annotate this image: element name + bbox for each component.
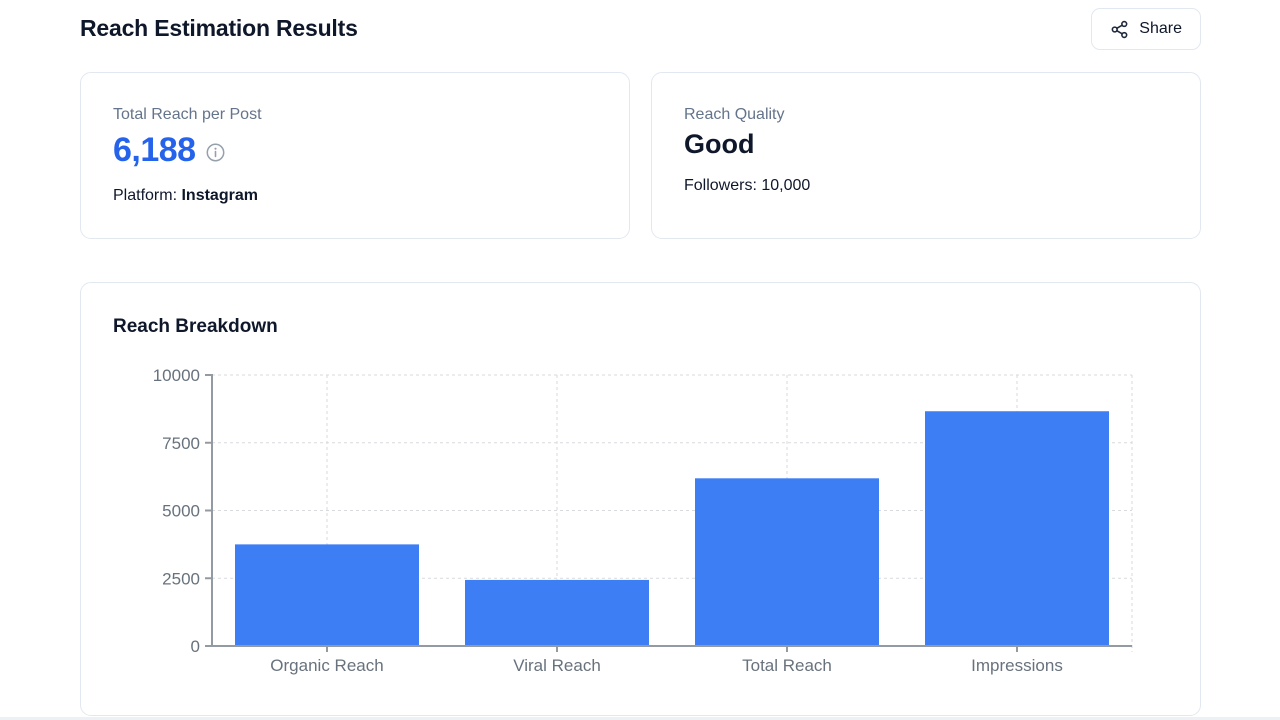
share-button[interactable]: Share xyxy=(1091,8,1201,50)
total-reach-label: Total Reach per Post xyxy=(113,106,262,123)
y-tick-label: 7500 xyxy=(162,434,200,453)
bar-organic-reach[interactable] xyxy=(235,544,419,646)
y-tick-label: 10000 xyxy=(153,366,200,385)
share-button-label: Share xyxy=(1139,20,1182,37)
y-tick-label: 0 xyxy=(191,637,200,656)
bar-viral-reach[interactable] xyxy=(465,579,649,646)
platform-label: Platform: xyxy=(113,187,178,204)
x-category-label: Impressions xyxy=(971,656,1063,675)
x-category-label: Total Reach xyxy=(742,656,832,675)
followers-line: Followers: 10,000 xyxy=(684,177,811,194)
platform-line: Platform: Instagram xyxy=(113,187,597,205)
x-category-label: Organic Reach xyxy=(270,656,383,675)
total-reach-card: Total Reach per Post 6,188 Platform: Ins… xyxy=(80,72,630,239)
total-reach-value: 6,188 xyxy=(113,131,196,169)
platform-value: Instagram xyxy=(181,187,258,204)
y-tick-label: 2500 xyxy=(162,569,200,588)
page-title: Reach Estimation Results xyxy=(80,15,358,41)
share-icon xyxy=(1110,20,1129,39)
reach-breakdown-chart: 0 2500 5000 7500 10000 Organic Reach Viral Rea… xyxy=(153,366,1133,675)
info-icon[interactable] xyxy=(206,143,225,162)
reach-quality-label: Reach Quality xyxy=(684,106,785,123)
x-category-label: Viral Reach xyxy=(513,656,601,675)
reach-quality-card: Reach Quality Good Followers: 10,000 xyxy=(651,72,1201,239)
bar-impressions[interactable] xyxy=(925,411,1109,646)
reach-breakdown-card: Reach Breakdown 0 2500 5000 7500 10000 Organi… xyxy=(80,282,1201,716)
chart-title: Reach Breakdown xyxy=(113,316,278,337)
bar-total-reach[interactable] xyxy=(695,478,879,646)
page-bottom-strip xyxy=(0,717,1280,720)
y-tick-label: 5000 xyxy=(162,502,200,521)
reach-quality-value: Good xyxy=(684,129,755,159)
